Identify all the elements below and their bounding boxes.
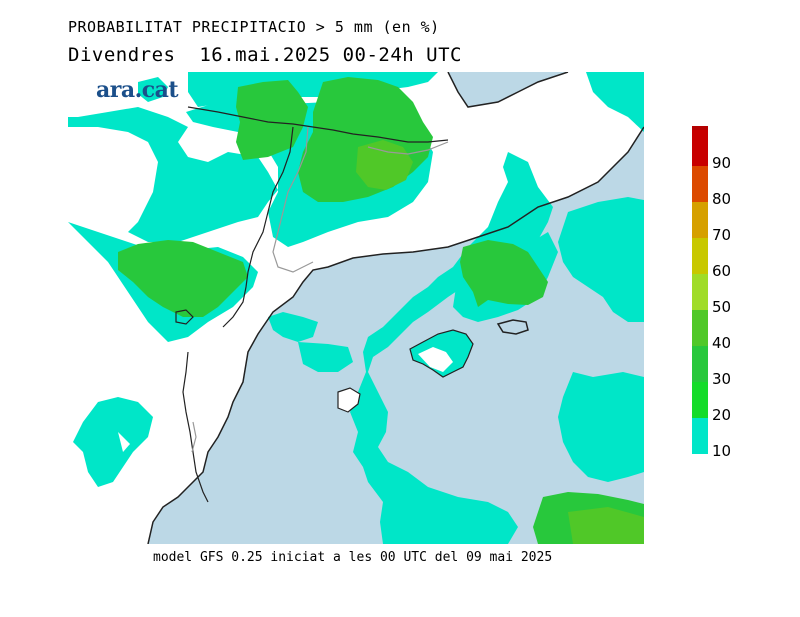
probability-map: ara.cat	[68, 72, 644, 544]
coastline-north	[447, 72, 569, 108]
legend-label-20: 20	[712, 406, 732, 424]
low-prob-gaps	[118, 137, 223, 452]
legend-swatch-80	[692, 166, 708, 202]
legend-label-80: 80	[712, 190, 732, 208]
sea-area-north	[448, 72, 568, 107]
map-title: PROBABILITAT PRECIPITACIO > 5 mm (en %)	[68, 18, 440, 36]
legend-label-60: 60	[712, 262, 732, 280]
legend-swatch-50	[692, 274, 708, 310]
border-inland	[182, 351, 209, 503]
border-portugal-north	[222, 126, 294, 328]
legend-label-70: 70	[712, 226, 732, 244]
menorca-island	[496, 319, 529, 335]
map-subtitle: Divendres 16.mai.2025 00-24h UTC	[68, 44, 462, 66]
ara-logo[interactable]: ara.cat	[96, 77, 179, 103]
border-france-spain	[187, 106, 449, 143]
inland-outline	[175, 309, 194, 325]
legend-swatch-top	[692, 126, 708, 130]
legend-label-50: 50	[712, 298, 732, 316]
legend-label-40: 40	[712, 334, 732, 352]
legend-swatch-10	[692, 418, 708, 454]
legend-colorbar	[692, 126, 708, 454]
legend-swatch-30	[692, 346, 708, 382]
mallorca-inner-white	[418, 347, 453, 372]
legend-swatch-60	[692, 238, 708, 274]
legend-swatch-70	[692, 202, 708, 238]
legend-swatch-90	[692, 130, 708, 166]
legend-swatch-20	[692, 382, 708, 418]
regional-border-south	[191, 421, 197, 453]
ibiza-island	[337, 387, 361, 413]
legend-label-90: 90	[712, 154, 732, 172]
model-footer: model GFS 0.25 iniciat a les 00 UTC del …	[153, 550, 553, 565]
legend-label-10: 10	[712, 442, 732, 460]
legend-label-30: 30	[712, 370, 732, 388]
regional-border	[272, 126, 449, 273]
legend-swatch-40	[692, 310, 708, 346]
